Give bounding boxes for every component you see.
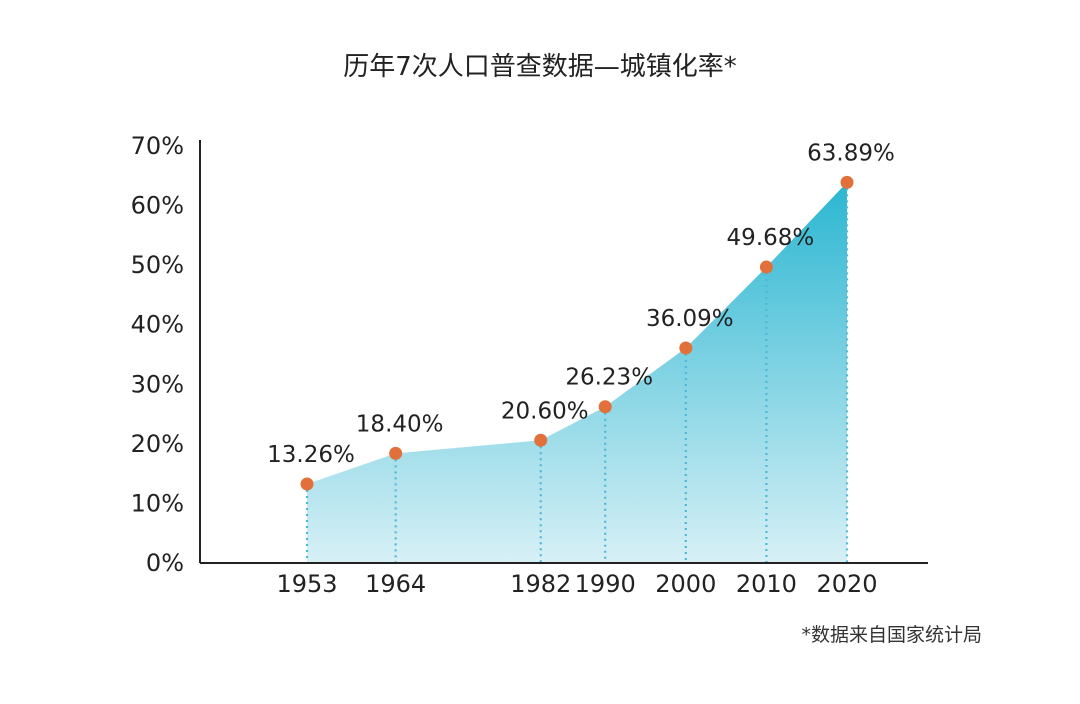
data-point [300, 477, 314, 491]
chart-title: 历年7次人口普查数据—城镇化率* [343, 52, 737, 82]
data-label: 18.40% [356, 411, 444, 437]
data-point [679, 341, 693, 355]
data-point [389, 446, 403, 460]
x-tick-label: 1982 [510, 570, 571, 598]
x-tick-label: 1964 [365, 570, 426, 598]
data-label: 36.09% [646, 306, 734, 332]
y-tick-label: 50% [131, 251, 184, 279]
data-point [840, 175, 854, 189]
data-point [598, 400, 612, 414]
y-tick-label: 40% [131, 311, 184, 339]
x-tick-label: 1953 [276, 570, 337, 598]
series-area [307, 182, 847, 564]
data-label: 26.23% [565, 365, 653, 391]
x-tick-label: 2000 [655, 570, 716, 598]
y-tick-label: 30% [131, 370, 184, 398]
y-tick-label: 60% [131, 192, 184, 220]
y-tick-label: 0% [146, 549, 184, 577]
data-label: 63.89% [807, 140, 895, 166]
x-tick-label: 2020 [816, 570, 877, 598]
data-point [759, 260, 773, 274]
data-label: 13.26% [267, 442, 355, 468]
y-tick-label: 20% [131, 430, 184, 458]
y-tick-label: 10% [131, 489, 184, 517]
data-point [534, 433, 548, 447]
x-tick-label: 1990 [575, 570, 636, 598]
source-note: *数据来自国家统计局 [801, 624, 982, 646]
x-tick-label: 2010 [736, 570, 797, 598]
data-label: 49.68% [727, 225, 815, 251]
y-tick-label: 70% [131, 132, 184, 160]
data-label: 20.60% [501, 398, 589, 424]
